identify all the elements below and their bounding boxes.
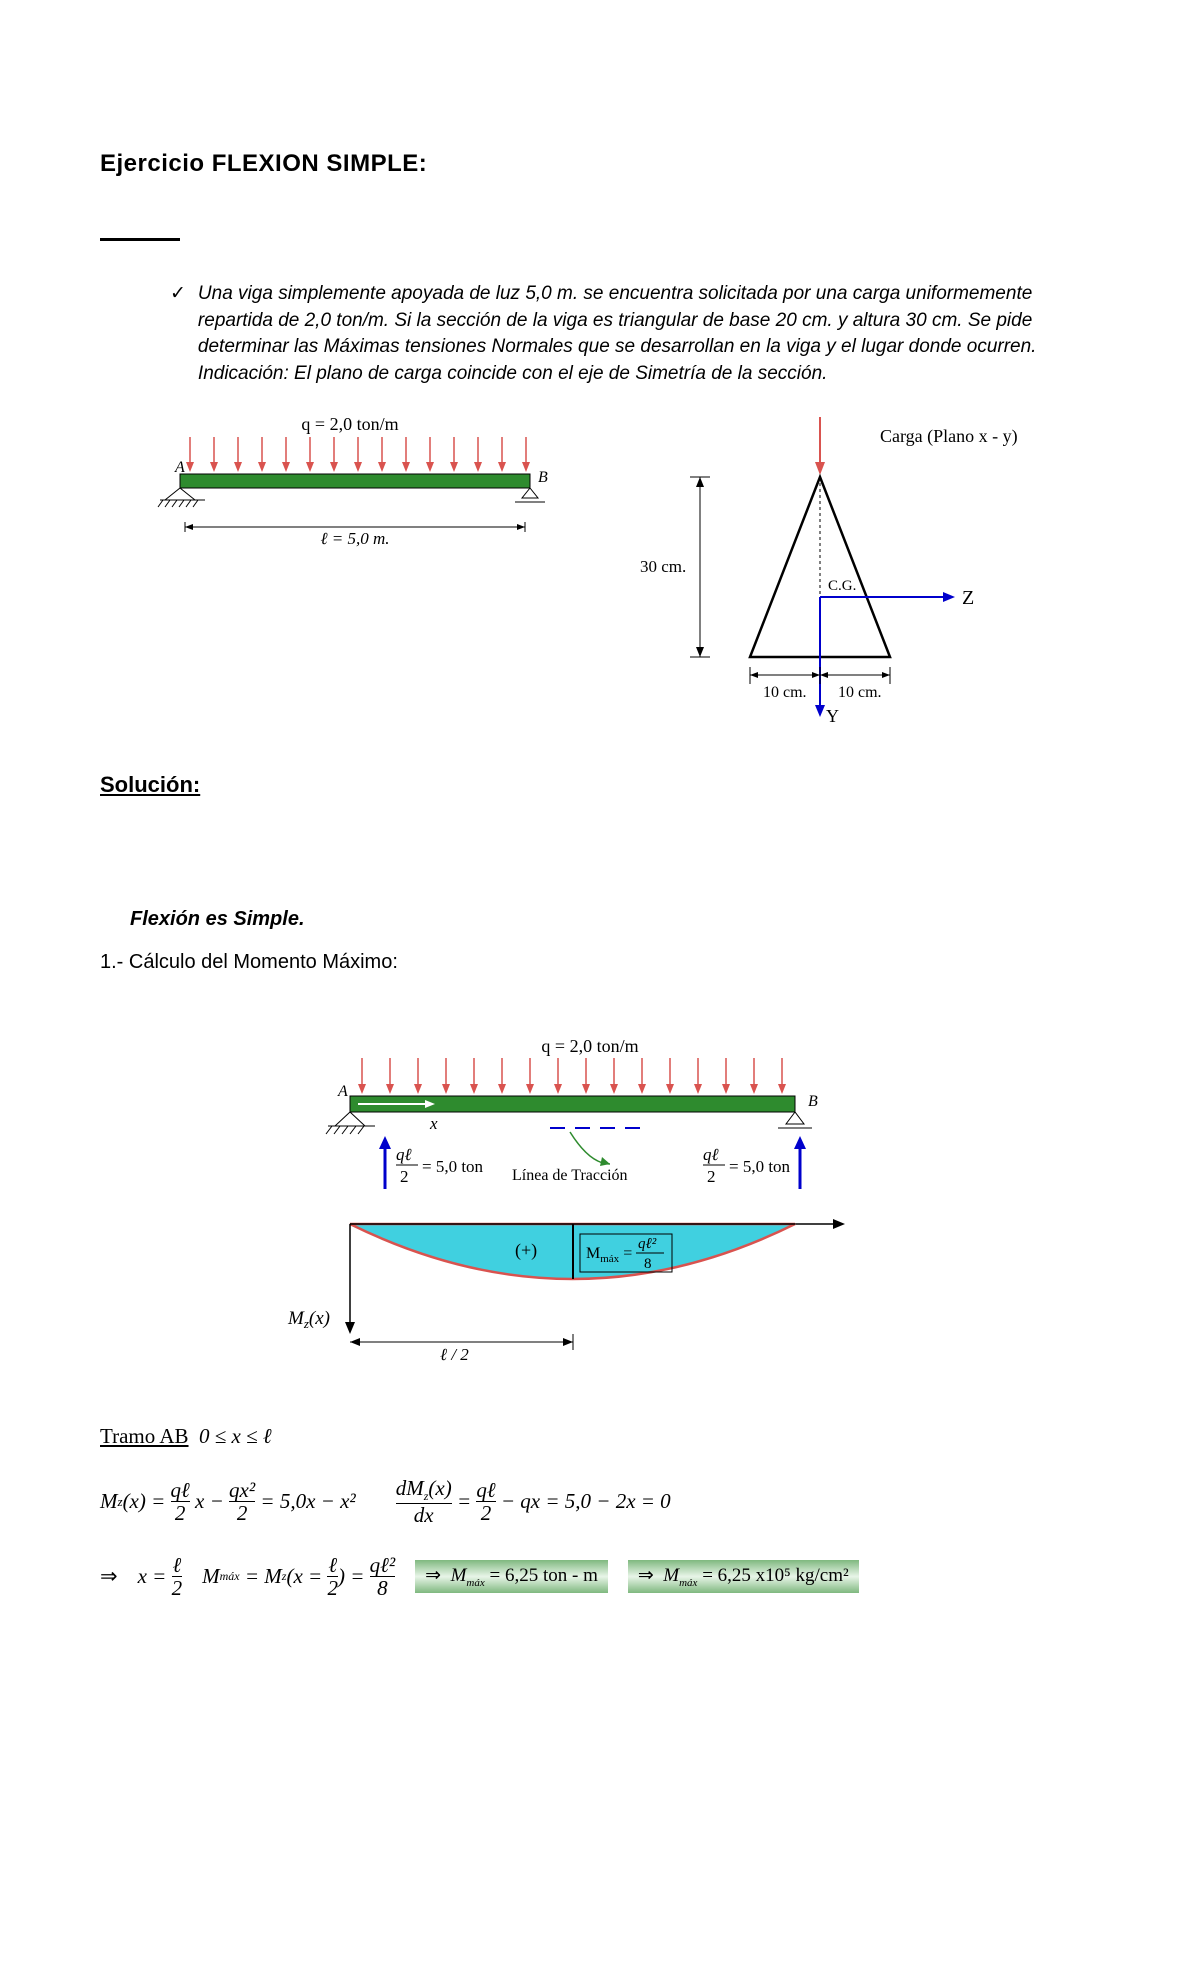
moment-diagram: q = 2,0 ton/m x Línea de Tracción A B qℓ bbox=[280, 1034, 880, 1384]
svg-text:= 5,0 ton: = 5,0 ton bbox=[422, 1157, 484, 1176]
svg-text:B: B bbox=[538, 469, 548, 486]
svg-text:qℓ²: qℓ² bbox=[638, 1236, 657, 1252]
svg-text:Mz(x): Mz(x) bbox=[287, 1308, 330, 1331]
svg-text:Línea de Tracción: Línea de Tracción bbox=[512, 1167, 628, 1184]
cross-section-diagram: Carga (Plano x - y) C.G. Z Y 30 cm. bbox=[610, 412, 1030, 742]
svg-text:q = 2,0 ton/m: q = 2,0 ton/m bbox=[541, 1036, 638, 1056]
svg-text:B: B bbox=[808, 1093, 818, 1110]
result-box-1: ⇒ Mmáx = 6,25 ton - m bbox=[415, 1560, 608, 1593]
svg-text:A: A bbox=[174, 459, 185, 476]
exercise-title: Ejercicio FLEXION SIMPLE: bbox=[100, 150, 1100, 178]
svg-text:Z: Z bbox=[962, 587, 974, 609]
svg-text:10 cm.: 10 cm. bbox=[763, 684, 807, 701]
flexion-note: Flexión es Simple. bbox=[130, 908, 1100, 931]
svg-text:ℓ = 5,0 m.: ℓ = 5,0 m. bbox=[320, 529, 389, 548]
svg-text:ℓ / 2: ℓ / 2 bbox=[440, 1345, 469, 1364]
svg-text:Y: Y bbox=[826, 706, 839, 726]
svg-text:= 5,0 ton: = 5,0 ton bbox=[729, 1157, 791, 1176]
svg-text:2: 2 bbox=[400, 1167, 409, 1186]
svg-text:Carga (Plano x - y): Carga (Plano x - y) bbox=[880, 426, 1018, 447]
divider bbox=[100, 238, 180, 241]
problem-statement: ✓ Una viga simplemente apoyada de luz 5,… bbox=[170, 281, 1060, 387]
svg-text:qℓ: qℓ bbox=[703, 1145, 719, 1164]
svg-text:qℓ: qℓ bbox=[396, 1145, 412, 1164]
tramo-label: Tramo AB 0 ≤ x ≤ ℓ bbox=[100, 1424, 1100, 1449]
step-1: 1.- Cálculo del Momento Máximo: bbox=[100, 951, 1100, 974]
svg-text:x: x bbox=[429, 1114, 438, 1133]
svg-text:30 cm.: 30 cm. bbox=[640, 557, 686, 576]
svg-text:C.G.: C.G. bbox=[828, 578, 856, 594]
check-icon: ✓ bbox=[170, 281, 186, 308]
result-box-2: ⇒ Mmáx = 6,25 x10⁵ kg/cm² bbox=[628, 1560, 859, 1593]
svg-text:(+): (+) bbox=[515, 1240, 537, 1261]
svg-text:8: 8 bbox=[644, 1256, 652, 1272]
solution-header: Solución: bbox=[100, 772, 1100, 798]
svg-text:10 cm.: 10 cm. bbox=[838, 684, 882, 701]
equation-row-2: ⇒ x = ℓ 2 Mmáx = Mz(x = ℓ 2 ) = qℓ² 8 bbox=[100, 1554, 1100, 1599]
load-label: q = 2,0 ton/m bbox=[301, 414, 398, 434]
beam-load-diagram: q = 2,0 ton/m [] A B bbox=[130, 412, 570, 592]
problem-text: Una viga simplemente apoyada de luz 5,0 … bbox=[198, 281, 1060, 387]
svg-text:A: A bbox=[337, 1083, 348, 1100]
equation-row-1: Mz(x) = qℓ 2 x − qx² 2 = 5,0x − x² dMz(x… bbox=[100, 1477, 1100, 1526]
svg-text:2: 2 bbox=[707, 1167, 716, 1186]
